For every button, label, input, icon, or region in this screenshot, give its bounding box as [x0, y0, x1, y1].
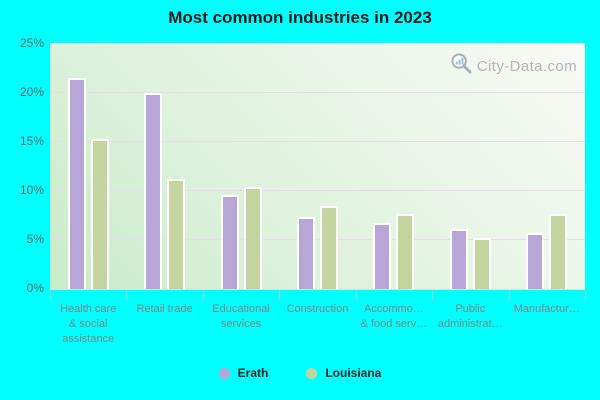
gridline — [50, 190, 585, 191]
y-tick-label: 20% — [19, 85, 44, 99]
y-axis-labels: 0% 5% 10% 15% 20% 25% — [0, 36, 44, 295]
x-axis-tick — [126, 290, 128, 300]
legend-item-erath[interactable]: Erath — [218, 366, 269, 380]
legend-item-louisiana[interactable]: Louisiana — [306, 366, 381, 380]
bar-groups — [50, 44, 585, 289]
erath-bar[interactable] — [296, 217, 315, 289]
bar-group — [203, 44, 279, 289]
louisiana-bar[interactable] — [167, 179, 186, 289]
page-title: Most common industries in 2023 — [168, 8, 432, 27]
x-axis-tick — [279, 290, 281, 300]
erath-bar[interactable] — [449, 229, 468, 289]
legend-marker — [306, 367, 318, 379]
louisiana-bar[interactable] — [319, 205, 338, 289]
x-axis-tick — [355, 290, 357, 300]
x-axis-labels: Health care & social assistance Retail trad… — [50, 302, 585, 347]
bar-group — [50, 44, 126, 289]
x-category-label: Educational services — [212, 303, 270, 330]
watermark-text: City-Data.com — [476, 57, 577, 75]
watermark[interactable]: City-Data.com — [450, 52, 577, 80]
x-category-label: Manufactur… — [513, 303, 580, 315]
louisiana-bar[interactable] — [472, 238, 491, 289]
erath-bar[interactable] — [144, 92, 163, 289]
gridline — [50, 141, 585, 142]
x-axis-tick — [432, 290, 434, 300]
x-axis-tick — [508, 290, 510, 300]
bar-group — [279, 44, 355, 289]
magnifier-bars-icon — [450, 52, 473, 80]
erath-bar[interactable] — [373, 223, 392, 289]
y-tick-label: 5% — [26, 232, 44, 246]
x-category-label: Health care & social assistance — [60, 303, 117, 345]
y-tick-label: 15% — [19, 134, 44, 148]
bar-group — [432, 44, 508, 289]
x-axis-tick — [202, 290, 204, 300]
gridline — [50, 92, 585, 93]
x-axis-tick — [50, 290, 51, 300]
louisiana-bar[interactable] — [243, 187, 262, 289]
gridline — [50, 43, 585, 44]
erath-bar[interactable] — [220, 194, 239, 289]
y-tick-label: 10% — [19, 183, 44, 197]
x-category-label: Retail trade — [136, 303, 193, 315]
x-category-label: Public administrat… — [437, 303, 503, 330]
y-tick-label: 25% — [19, 36, 44, 50]
legend-marker — [218, 367, 230, 379]
legend-label: Louisiana — [325, 366, 382, 380]
bar-group — [509, 44, 585, 289]
x-axis-tick — [585, 290, 586, 300]
legend-label: Erath — [237, 366, 269, 380]
legend: Erath Louisiana — [0, 366, 600, 380]
x-category-label: Accommo… & food serv… — [360, 303, 428, 330]
chart-plot-area: City-Data.com — [50, 43, 585, 289]
louisiana-bar[interactable] — [549, 214, 568, 289]
bar-group — [356, 44, 432, 289]
gridline — [50, 239, 585, 240]
x-category-label: Construction — [286, 303, 349, 315]
y-tick-label: 0% — [26, 281, 44, 295]
louisiana-bar[interactable] — [90, 139, 109, 289]
erath-bar[interactable] — [526, 233, 545, 289]
erath-bar[interactable] — [67, 78, 86, 289]
louisiana-bar[interactable] — [396, 213, 415, 289]
bar-group — [126, 44, 202, 289]
x-axis-band — [50, 289, 586, 301]
